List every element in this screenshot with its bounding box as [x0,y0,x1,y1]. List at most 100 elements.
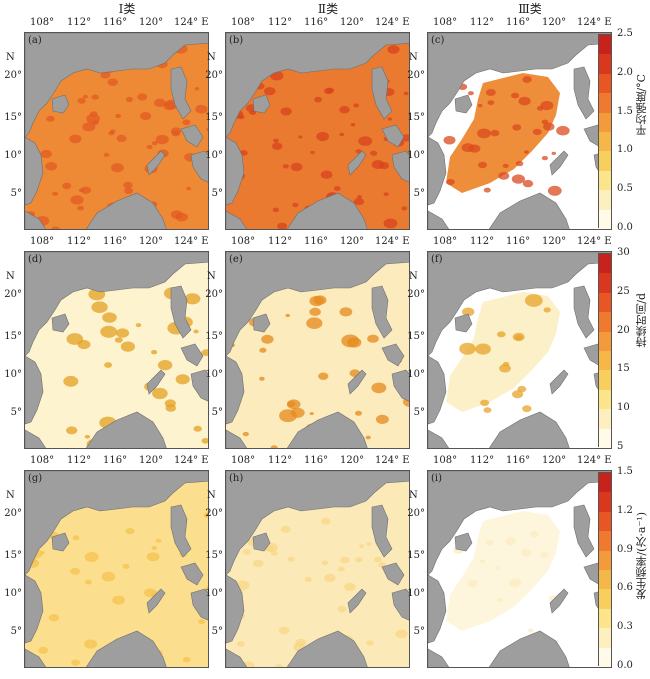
latitude-tick: 5° [413,407,425,418]
field-patch [62,182,72,190]
colorbar-tick: 30 [617,247,630,258]
field-patch [277,222,288,229]
field-patch [38,646,49,654]
latitude-tick: 5° [10,188,22,199]
field-patch [125,527,135,535]
longitude-tick: 116° [304,236,329,247]
land-mass [170,504,192,558]
colorbar-segment [599,273,611,293]
field-patch [72,535,80,541]
field-patch [340,556,350,564]
map-panel-b: (b) [225,32,410,230]
panel-label: (e) [229,254,243,265]
land-mass [428,355,447,425]
field-patch [198,619,206,625]
map-field [226,252,409,448]
field-patch [522,76,532,83]
field-patch [91,94,99,100]
colorbar [598,34,612,229]
colorbar-segment [599,608,611,629]
field-patch [475,343,491,355]
field-patch [115,328,130,338]
latitude-tick: 20° [205,508,223,519]
latitude-tick: 10° [205,588,223,599]
land-mass [180,343,204,367]
ocean-field [25,471,208,667]
field-patch [321,517,331,525]
land-mass [286,411,368,448]
field-patch [261,334,274,344]
field-patch [236,641,245,647]
land-mass [85,192,167,229]
field-patch [324,87,333,95]
field-patch [370,150,378,156]
land-mass [549,369,569,395]
field-patch [499,364,511,373]
field-patch [524,294,543,307]
field-patch [483,407,492,413]
colorbar-segment [599,531,611,551]
land-mass [226,355,245,425]
latitude-tick: 15° [407,550,425,561]
field-patch [108,131,115,136]
longitude-tick: 112° [67,455,92,466]
colorbar-segment [599,511,611,532]
longitude-tick: 124° E [375,236,410,247]
field-patch [467,91,474,96]
land-mass [180,124,204,148]
field-patch [100,71,111,79]
colorbar-segment [599,209,611,229]
colorbar-tick: 5 [617,441,624,452]
longitude-tick: 108° [30,455,55,466]
land-mass [51,313,70,333]
colorbar-tick: 1.5 [617,466,633,477]
field-patch [274,664,283,667]
field-patch [366,542,372,546]
field-patch [272,142,283,150]
field-patch [321,560,329,566]
field-patch [259,347,267,353]
land-mass [347,150,367,176]
field-patch [378,162,390,170]
longitude-tick: 120° [340,236,365,247]
field-patch [253,559,264,568]
land-mass [391,588,409,621]
colorbar-tick: 10 [617,402,630,414]
latitude-tick: 15° [205,550,223,561]
field-patch [77,97,86,104]
field-patch [487,100,495,106]
north-label: N [409,271,418,282]
land-mass [286,630,368,667]
latitude-tick: 15° [205,331,223,342]
land-mass [428,471,611,576]
field-patch [271,550,278,556]
latitude-tick: 20° [205,289,223,300]
field-patch [485,539,494,546]
ocean-field [226,33,409,229]
field-patch [310,150,315,155]
land-mass [347,369,367,395]
field-patch [273,138,279,143]
longitude-tick: 120° [139,236,164,247]
land-mass [428,574,447,644]
field-patch [264,87,276,96]
field-patch [285,313,290,318]
field-patch [51,226,61,229]
colorbar-tick: 20 [617,324,630,336]
latitude-tick: 15° [4,331,22,342]
field-patch [511,174,525,184]
land-mass [226,252,409,357]
longitude-tick: 112° [268,236,293,247]
land-mass [170,285,192,339]
latitude-tick: 20° [4,289,22,300]
field-patch [92,120,99,125]
latitude-tick: 10° [205,369,223,380]
longitude-tick: 108° [30,236,55,247]
field-patch [243,549,252,555]
land-mass [170,66,192,120]
longitude-tick: 120° [542,455,567,466]
land-mass [190,588,208,621]
ocean-field [25,252,208,448]
field-patch [395,629,408,639]
longitude-tick: 108° [433,455,458,466]
